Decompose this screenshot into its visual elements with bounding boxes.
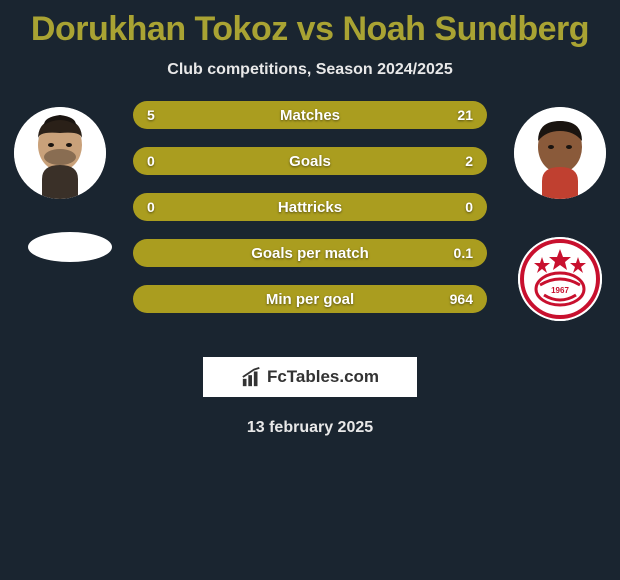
- player-left-avatar: [14, 107, 106, 199]
- team-right-logo: 1967: [518, 237, 602, 321]
- stat-label: Goals: [289, 153, 331, 170]
- stat-label: Hattricks: [278, 199, 342, 216]
- stat-left-value: 0: [147, 199, 155, 215]
- stat-right-value: 2: [465, 153, 473, 169]
- player-right-avatar: [514, 107, 606, 199]
- watermark-badge: FcTables.com: [203, 357, 417, 397]
- stat-row-goals-per-match: Goals per match 0.1: [133, 239, 487, 267]
- chart-icon: [241, 366, 263, 388]
- player-right-face-icon: [514, 107, 606, 199]
- team-left-logo: [28, 232, 112, 262]
- stat-row-matches: 5 Matches 21: [133, 101, 487, 129]
- stat-label: Matches: [280, 107, 340, 124]
- stat-right-value: 21: [457, 107, 473, 123]
- stat-row-goals: 0 Goals 2: [133, 147, 487, 175]
- stat-label: Goals per match: [251, 245, 369, 262]
- sivasspor-logo-icon: 1967: [518, 237, 602, 321]
- stat-label: Min per goal: [266, 291, 354, 308]
- date-label: 13 february 2025: [0, 419, 620, 437]
- stat-bars: 5 Matches 21 0 Goals 2 0 Hattricks 0 Goa…: [133, 101, 487, 331]
- stat-right-value: 0.1: [454, 245, 473, 261]
- comparison-content: 1967 5 Matches 21 0 Goals 2 0 Hattricks …: [0, 107, 620, 337]
- season-subtitle: Club competitions, Season 2024/2025: [0, 61, 620, 79]
- stat-left-value: 0: [147, 153, 155, 169]
- stat-row-min-per-goal: Min per goal 964: [133, 285, 487, 313]
- svg-text:1967: 1967: [551, 286, 569, 295]
- stat-right-value: 0: [465, 199, 473, 215]
- stat-right-value: 964: [450, 291, 473, 307]
- player-left-face-icon: [14, 107, 106, 199]
- stat-row-hattricks: 0 Hattricks 0: [133, 193, 487, 221]
- comparison-title: Dorukhan Tokoz vs Noah Sundberg: [0, 0, 620, 49]
- watermark-text: FcTables.com: [267, 367, 379, 387]
- stat-left-value: 5: [147, 107, 155, 123]
